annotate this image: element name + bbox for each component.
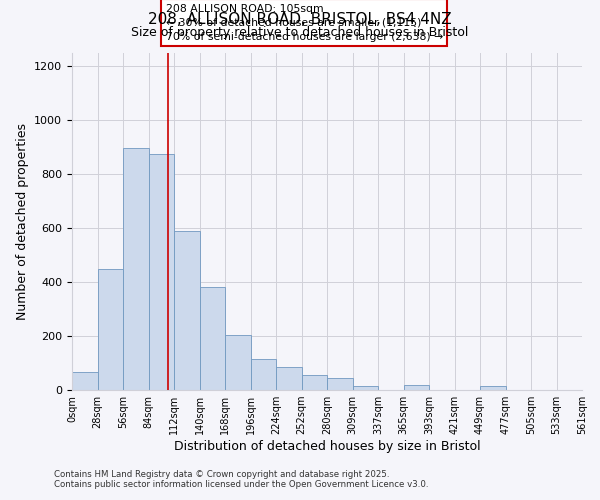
Bar [123, 148, 149, 390]
X-axis label: Distribution of detached houses by size in Bristol: Distribution of detached houses by size … [173, 440, 481, 453]
Text: Contains HM Land Registry data © Crown copyright and database right 2025.
Contai: Contains HM Land Registry data © Crown c… [54, 470, 428, 489]
Bar [353, 386, 378, 390]
Bar [199, 288, 225, 390]
Y-axis label: Number of detached properties: Number of detached properties [16, 122, 29, 320]
Bar [251, 359, 276, 390]
Bar [480, 386, 505, 390]
Bar [302, 375, 327, 390]
Bar [276, 367, 302, 390]
Bar [327, 378, 353, 390]
Bar [149, 154, 174, 390]
Text: 208, ALLISON ROAD, BRISTOL, BS4 4NZ: 208, ALLISON ROAD, BRISTOL, BS4 4NZ [148, 12, 452, 28]
Bar [97, 268, 123, 390]
Text: Size of property relative to detached houses in Bristol: Size of property relative to detached ho… [131, 26, 469, 39]
Bar [404, 384, 429, 390]
Bar [225, 334, 251, 390]
Text: 208 ALLISON ROAD: 105sqm
← 30% of detached houses are smaller (1,115)
70% of sem: 208 ALLISON ROAD: 105sqm ← 30% of detach… [166, 4, 443, 42]
Bar [174, 230, 199, 390]
Bar [72, 372, 97, 390]
